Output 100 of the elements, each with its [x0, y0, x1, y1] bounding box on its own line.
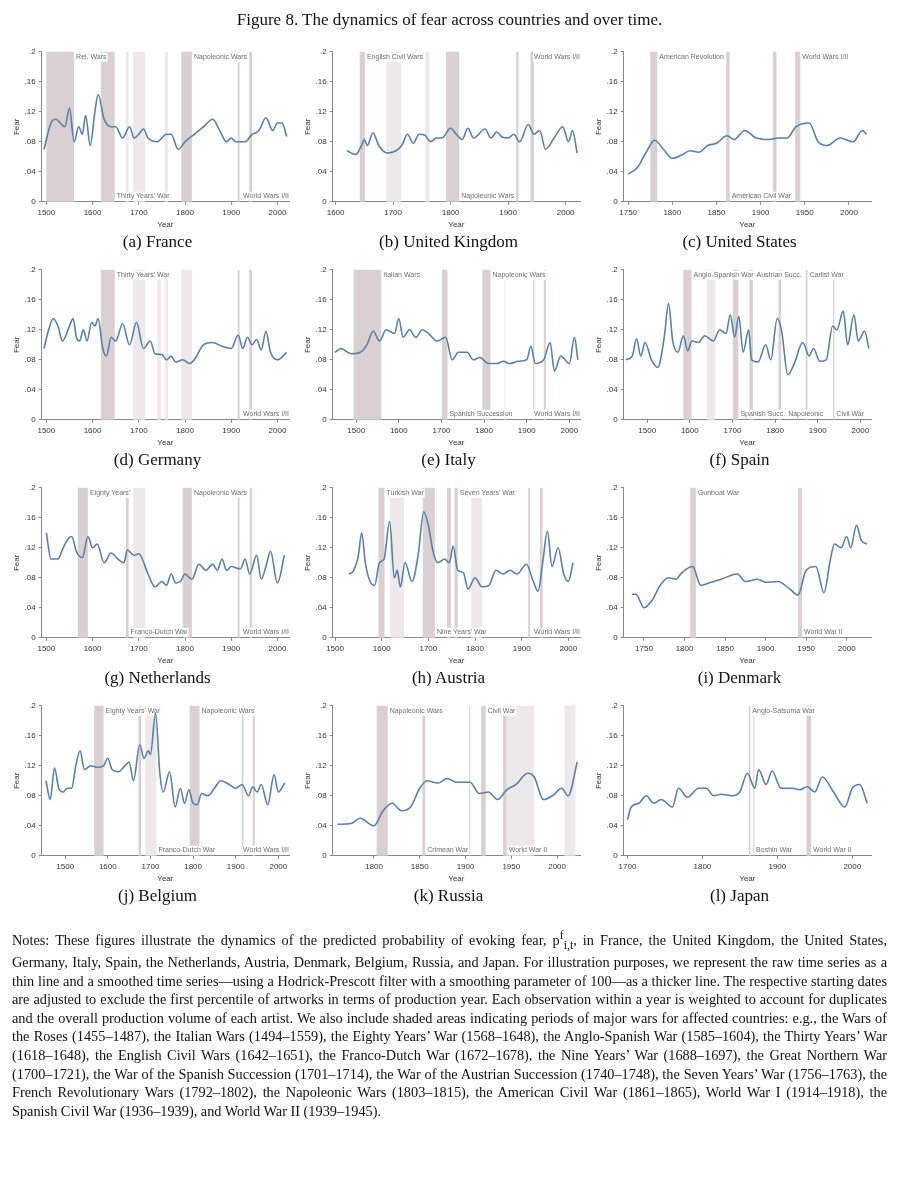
x-tick-label: 1700 — [384, 207, 403, 217]
x-tick-label: 1600 — [326, 207, 346, 217]
y-tick-label: .16 — [315, 513, 328, 522]
x-axis-title: Year — [739, 874, 756, 884]
x-tick-label: 1800 — [675, 643, 694, 653]
x-tick-label: 1800 — [176, 425, 195, 435]
y-axis-title: Fear — [594, 336, 603, 354]
y-tick-label: .16 — [606, 77, 619, 86]
x-tick-label: 1600 — [98, 861, 118, 871]
x-axis-title: Year — [448, 656, 465, 666]
y-tick-label: .2 — [611, 265, 619, 274]
x-tick-label: 1900 — [756, 643, 776, 653]
x-tick-label: 1700 — [432, 425, 451, 435]
y-tick-label: .04 — [315, 385, 328, 394]
x-tick-label: 1900 — [456, 861, 475, 871]
x-tick-label: 1700 — [419, 643, 438, 653]
x-axis-title: Year — [157, 220, 174, 230]
x-tick-label: 2000 — [268, 425, 287, 435]
y-axis-title: Fear — [12, 772, 21, 790]
x-tick-label: 1750 — [619, 207, 638, 217]
x-tick-label: 2000 — [837, 643, 857, 653]
x-tick-label: 2000 — [556, 207, 576, 217]
x-tick-label: 2000 — [560, 425, 579, 435]
y-tick-label: .08 — [315, 573, 328, 582]
y-tick-label: 0 — [31, 197, 37, 206]
x-tick-label: 1700 — [723, 425, 742, 435]
text: Notes: These figures illustrate the dynamics of the predicted probability of evoking fear, p$^{f}$$_{i,t}$, in France, the United Kingdom, the United States, Germany, Italy, Spain, the Netherlands, Austria, Denmark, Belgium, Russia, and Japan. For illustration purposes, we represent the raw time series as a thin line and a smoothed time series—using a Hodrick-Prescott filter with a smoothing parameter of 100—as a thicker line. The respective starting dates are adjusted to exclude the first percentile of artworks in terms of production year. Each observation within a year is weighted to account for duplicates and the overall production volume of each artist. We also include shaded areas indicating periods of major wars for affected countries: e.g., the Wars of the Roses (1455–1487), the Italian Wars (1494–1559), the Eighty Years’ War (1568–1648), the Anglo-Spanish War (1585–1604), the Thirty Years’ War (1618–1648), the English Civil Wars (1642–1651), the Franco-Dutch War (1672–1678), the Nine Years’ War (1688–1697), the Great Northern War (1700–1721), the War of the Spanish Succession (1701–1714), the War of the Austrian Succession (1740–1748), the Seven Years’ War (1756–1763), the French Revolutionary Wars (1792–1802), the Napoleonic Wars (1803–1815), the American Civil War (1861–1865), World War I (1914–1918), the Spanish Civil War (1936–1939), and World War II (1939–1945). — [12, 928, 887, 1119]
y-axis-title: Fear — [12, 336, 21, 354]
y-tick-label: .04 — [24, 603, 37, 612]
x-tick-label: 2000 — [843, 861, 862, 871]
y-tick-label: .12 — [315, 543, 328, 552]
x-tick-label: 1700 — [129, 207, 149, 217]
x-axis-title: Year — [448, 438, 465, 448]
y-tick-label: .12 — [24, 107, 37, 116]
x-tick-label: 1800 — [475, 425, 494, 435]
y-tick-label: .12 — [24, 761, 37, 770]
y-tick-label: .12 — [606, 761, 619, 770]
x-tick-label: 1600 — [372, 643, 392, 653]
y-tick-label: .2 — [611, 483, 619, 492]
line-series — [43, 317, 288, 365]
x-tick-label: 1800 — [766, 425, 785, 435]
y-tick-label: .12 — [606, 325, 619, 334]
x-tick-label: 2000 — [268, 643, 287, 653]
y-axis-title: Fear — [12, 554, 21, 572]
x-tick-label: 1800 — [466, 643, 485, 653]
y-tick-label: .12 — [606, 543, 619, 552]
line-series — [626, 768, 869, 821]
y-tick-label: .16 — [315, 731, 328, 740]
y-tick-label: .2 — [29, 483, 37, 492]
y-tick-label: .04 — [315, 821, 328, 830]
x-tick-label: 1500 — [37, 207, 56, 217]
x-tick-label: 2000 — [840, 207, 859, 217]
x-tick-label: 1900 — [222, 643, 241, 653]
text: (k) Russia — [412, 886, 485, 906]
y-tick-label: .16 — [606, 731, 619, 740]
x-tick-label: 1900 — [222, 207, 241, 217]
x-axis-title: Year — [739, 438, 756, 448]
x-tick-label: 1800 — [693, 861, 712, 871]
x-axis-title: Year — [739, 656, 756, 666]
line-series — [631, 524, 868, 609]
line-series — [45, 532, 286, 588]
line-series — [336, 761, 579, 827]
line-series — [627, 122, 868, 175]
y-tick-label: 0 — [613, 633, 619, 642]
line-series — [346, 123, 578, 156]
text: (f) Spain — [708, 450, 771, 470]
y-axis-title: Fear — [594, 772, 603, 790]
x-tick-label: 1800 — [365, 861, 384, 871]
y-tick-label: .08 — [24, 355, 37, 364]
y-tick-label: .2 — [29, 47, 37, 56]
y-tick-label: .08 — [606, 137, 619, 146]
x-axis-title: Year — [157, 874, 174, 884]
line-series — [43, 93, 288, 151]
x-tick-label: 1600 — [83, 643, 103, 653]
x-tick-label: 1600 — [680, 425, 700, 435]
y-tick-label: .12 — [315, 107, 328, 116]
y-axis-title: Fear — [594, 554, 603, 572]
x-tick-label: 1900 — [226, 861, 246, 871]
x-tick-label: 1900 — [751, 207, 771, 217]
text: (j) Belgium — [117, 886, 198, 906]
text: Figure 8. The dynamics of fear across countries and over time. — [235, 10, 664, 30]
y-tick-label: .08 — [315, 137, 328, 146]
x-axis-title: Year — [448, 874, 465, 884]
x-tick-label: 1500 — [326, 643, 345, 653]
y-tick-label: 0 — [31, 851, 37, 860]
x-tick-label: 1600 — [83, 207, 103, 217]
y-tick-label: 0 — [322, 415, 328, 424]
text: (g) Netherlands — [103, 668, 212, 688]
x-tick-label: 1800 — [176, 207, 195, 217]
y-tick-label: .04 — [606, 821, 619, 830]
line-series — [348, 511, 574, 593]
y-tick-label: .12 — [24, 325, 37, 334]
y-tick-label: .2 — [611, 701, 619, 710]
y-tick-label: .16 — [315, 77, 328, 86]
y-tick-label: .04 — [606, 385, 619, 394]
y-tick-label: .12 — [606, 107, 619, 116]
y-tick-label: .16 — [24, 513, 37, 522]
y-tick-label: .2 — [320, 47, 328, 56]
x-tick-label: 1700 — [129, 425, 149, 435]
x-tick-label: 1950 — [797, 643, 816, 653]
